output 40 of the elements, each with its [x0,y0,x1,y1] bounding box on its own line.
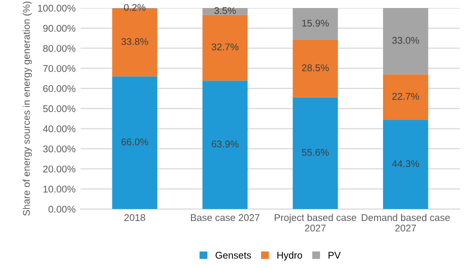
bar [383,74,428,120]
y-tick-label: 0.00% [48,206,76,213]
bar [383,8,428,74]
x-tick-label: Base case 2027 [190,214,260,222]
data-label: 22.7% [392,92,420,100]
bar [202,80,248,210]
bar [292,97,338,210]
bar [292,40,338,98]
data-label: 28.5% [302,64,329,72]
legend-label: PV [328,252,341,259]
y-tick-label: 70.00% [43,65,76,72]
y-tick-label: 100.00% [38,4,76,12]
y-tick-label: 50.00% [43,105,76,112]
y-tick-label: 30.00% [43,145,76,152]
x-tick-label: Project based case 2027 [274,214,356,232]
bar [383,120,428,210]
bar [112,76,158,210]
data-label: 33.0% [392,36,420,44]
y-tick-label: 20.00% [43,166,76,172]
y-tick-label: 10.00% [43,186,76,193]
data-label: 15.9% [302,20,329,27]
y-tick-label: 90.00% [43,24,76,32]
data-label: 55.6% [302,148,329,156]
data-label: 44.3% [392,160,420,168]
y-tick-label: 60.00% [43,85,76,92]
y-axis-title: Share of energy sources in energy generation (%) [22,2,32,216]
bar [292,8,338,40]
data-label: 63.9% [212,140,238,148]
data-label: 33.8% [121,38,148,46]
y-tick-label: 40.00% [42,125,76,132]
data-label: 3.5% [214,7,236,14]
legend-label: Gensets [216,252,251,259]
data-label: 66.0% [121,138,148,146]
data-label: 32.7% [212,43,238,50]
bar [202,8,248,15]
legend-label: Hydro [277,252,302,261]
bar [202,14,248,81]
x-tick-label: Demand based case 2027 [362,214,450,232]
y-tick-label: 80.00% [43,44,76,52]
x-tick-label: 2018 [124,214,146,222]
